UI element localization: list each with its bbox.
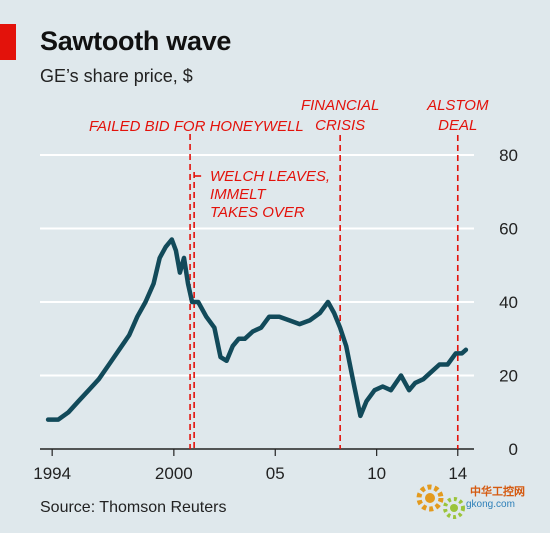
y-tick-label: 20 [499, 367, 518, 386]
x-tick-label: 2000 [155, 464, 193, 483]
chart-title: Sawtooth wave [40, 26, 232, 56]
x-tick-label: 14 [448, 464, 467, 483]
watermark-text: 中华工控网 [470, 486, 525, 498]
brand-red-tab [0, 24, 16, 60]
series-layer [45, 237, 469, 422]
event-label-alstom: DEAL [438, 117, 477, 134]
y-tick-label: 40 [499, 293, 518, 312]
event-label-alstom: ALSTOM [426, 97, 489, 114]
x-tick-label: 1994 [33, 464, 71, 483]
x-axis: 1994 2000 05 10 14 [33, 449, 467, 483]
source-note: Source: Thomson Reuters [40, 499, 227, 516]
chart-subtitle: GE’s share price, $ [40, 66, 193, 86]
event-label-welch: IMMELT [210, 186, 267, 203]
watermark-url: gkong.com [466, 499, 515, 510]
gridlines [40, 154, 474, 450]
event-label-welch: WELCH LEAVES, [210, 168, 330, 185]
event-annotations: FAILED BID FOR HONEYWELL WELCH LEAVES,IMM… [89, 97, 489, 449]
event-label-welch: TAKES OVER [210, 204, 305, 221]
y-tick-label: 0 [509, 440, 518, 459]
y-tick-label: 60 [499, 220, 518, 239]
watermark-gear-logo [416, 484, 465, 519]
event-label-crisis: FINANCIAL [301, 97, 379, 114]
y-tick-label: 80 [499, 146, 518, 165]
series-line-ge-share-price [45, 237, 469, 422]
x-tick-label: 10 [367, 464, 386, 483]
event-label-crisis: CRISIS [315, 117, 365, 134]
y-axis: 0 20 40 60 80 [499, 146, 518, 459]
event-label-honeywell: FAILED BID FOR HONEYWELL [89, 118, 304, 135]
x-tick-label: 05 [266, 464, 285, 483]
